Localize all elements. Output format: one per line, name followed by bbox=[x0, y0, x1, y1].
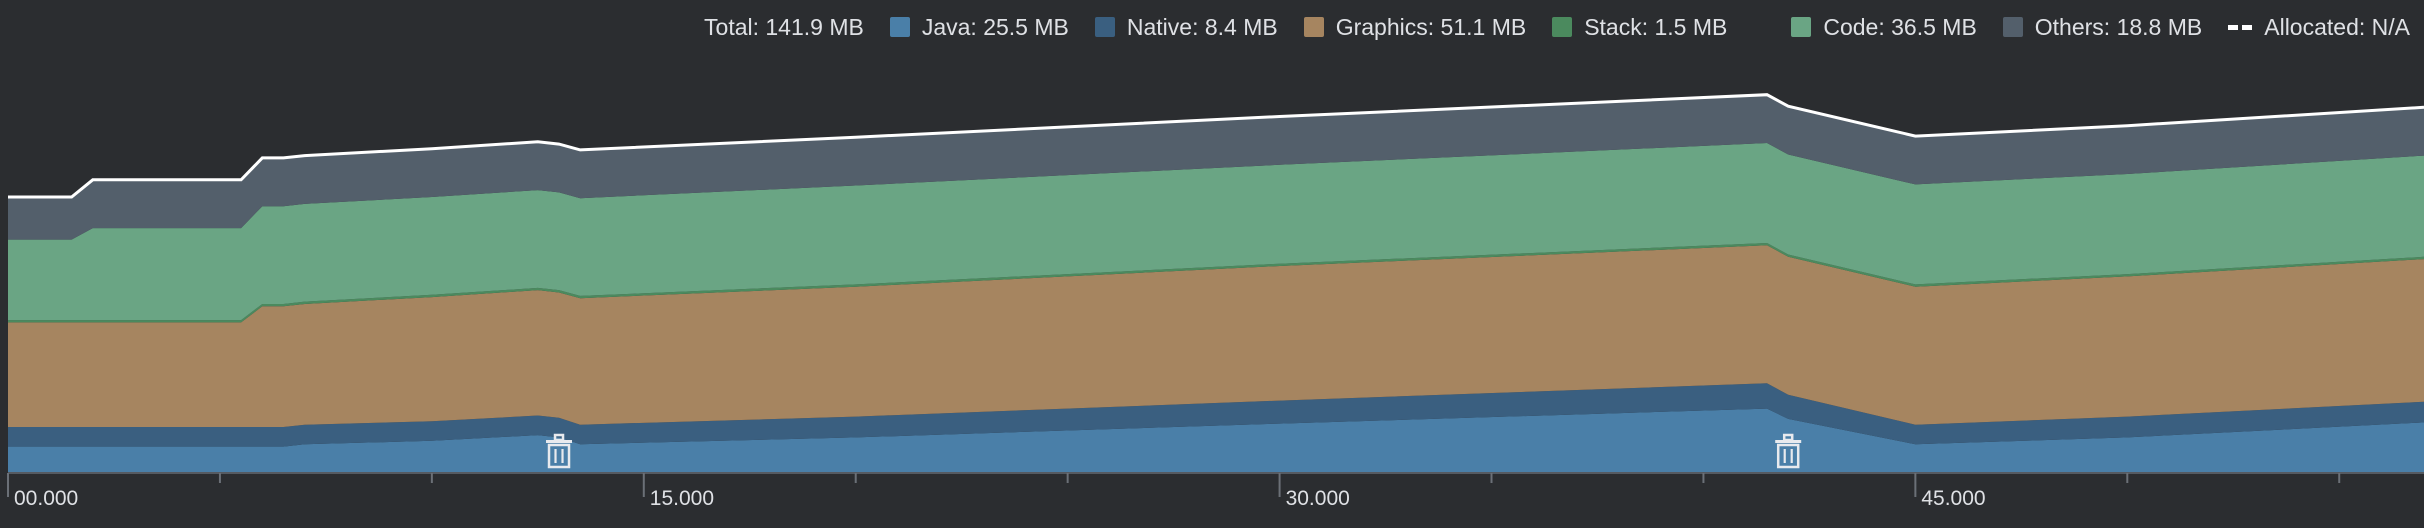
gc-events bbox=[546, 433, 1802, 469]
area-java bbox=[8, 408, 2424, 473]
legend-code-label: Code: 36.5 MB bbox=[1823, 13, 1977, 40]
area-code bbox=[8, 143, 2424, 321]
area-stack bbox=[8, 243, 2424, 323]
x-tick-label: 30.000 bbox=[1286, 487, 1350, 510]
legend-allocated-label: Allocated: N/A bbox=[2264, 13, 2410, 40]
legend-graphics-label: Graphics: 51.1 MB bbox=[1335, 13, 1527, 40]
java-swatch bbox=[889, 17, 910, 37]
x-tick-label: 45.000 bbox=[1921, 487, 1985, 510]
native-swatch bbox=[1094, 17, 1115, 37]
legend-item-java: Java: 25.5 MB bbox=[889, 13, 1069, 41]
allocated-dash-icon bbox=[2228, 17, 2253, 37]
area-others bbox=[8, 94, 2424, 240]
trash-icon[interactable] bbox=[546, 433, 573, 469]
graphics-swatch bbox=[1303, 17, 1324, 37]
legend-stack-label: Stack: 1.5 MB bbox=[1584, 13, 1728, 40]
x-tick-label: 15.000 bbox=[650, 487, 714, 510]
legend-item-stack: Stack: 1.5 MB bbox=[1552, 14, 1727, 41]
legend-item-others: Others: 18.8 MB bbox=[2002, 13, 2203, 41]
legend-native-label: Native: 8.4 MB bbox=[1126, 13, 1278, 40]
legend-item-code: Code: 36.5 MB bbox=[1791, 13, 1977, 41]
memory-areas bbox=[8, 93, 2424, 473]
area-graphics bbox=[8, 245, 2424, 427]
trash-icon[interactable] bbox=[1775, 433, 1802, 469]
legend-java-label: Java: 25.5 MB bbox=[921, 13, 1069, 40]
code-swatch bbox=[1791, 17, 1812, 37]
legend-item-graphics: Graphics: 51.1 MB bbox=[1303, 13, 1527, 41]
legend-item-native: Native: 8.4 MB bbox=[1094, 13, 1278, 41]
legend-others-label: Others: 18.8 MB bbox=[2034, 13, 2203, 40]
others-swatch bbox=[2002, 17, 2023, 37]
total-line bbox=[8, 93, 2424, 199]
x-axis-ticks: 00.000 15.000 30.000 45.000 bbox=[7, 473, 2341, 510]
stack-swatch bbox=[1552, 17, 1573, 37]
legend-total-label: Total: 141.9 MB bbox=[704, 13, 864, 40]
area-native bbox=[8, 383, 2424, 447]
legend-item-allocated: Allocated: N/A bbox=[2228, 14, 2410, 41]
legend-total: Total: 141.9 MB bbox=[704, 14, 864, 41]
legend: Total: 141.9 MB Java: 25.5 MB Native: 8.… bbox=[704, 10, 2410, 44]
x-tick-label: 00.000 bbox=[14, 487, 78, 510]
